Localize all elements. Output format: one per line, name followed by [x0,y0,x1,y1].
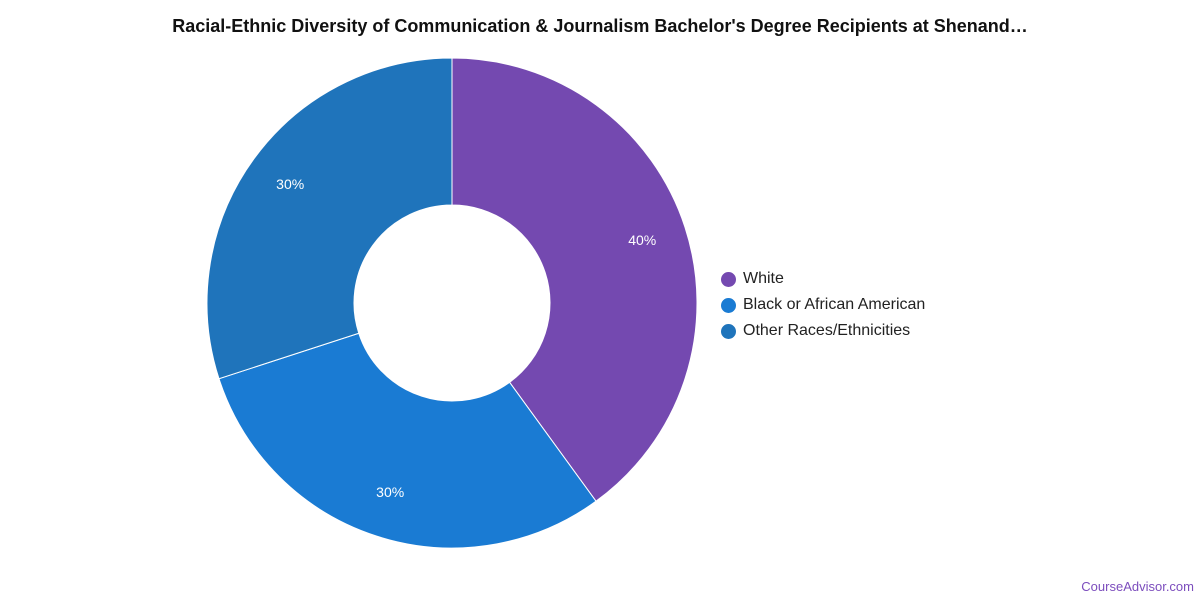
legend-label-white: White [743,270,784,287]
legend-marker-black-or-african-american [721,297,736,313]
donut-slice-white[interactable] [451,57,698,502]
slice-label-black-or-african-american: 30% [376,484,404,500]
legend-label-black-or-african-american: Black or African American [743,296,926,313]
source-credit[interactable]: CourseAdvisor.com [1081,579,1194,594]
legend-marker-other-races-ethnicities [721,323,736,339]
chart-legend: White Black or African American Other Ra… [721,266,925,344]
donut-slice-other-races-ethnicities[interactable] [206,57,453,380]
donut-slice-labels: 40% 30% 30% [276,176,656,500]
legend-marker-white [721,271,736,287]
chart-title: Racial-Ethnic Diversity of Communication… [172,16,1028,36]
legend-label-other-races-ethnicities: Other Races/Ethnicities [743,322,911,339]
slice-label-white: 40% [628,232,656,248]
legend-item-white[interactable]: White [721,266,925,292]
donut-slices [206,57,698,549]
slice-label-other-races-ethnicities: 30% [276,176,304,192]
legend-item-other-races-ethnicities[interactable]: Other Races/Ethnicities [721,318,925,344]
donut-slice-black-or-african-american[interactable] [218,332,597,549]
legend-item-black-or-african-american[interactable]: Black or African American [721,292,925,318]
